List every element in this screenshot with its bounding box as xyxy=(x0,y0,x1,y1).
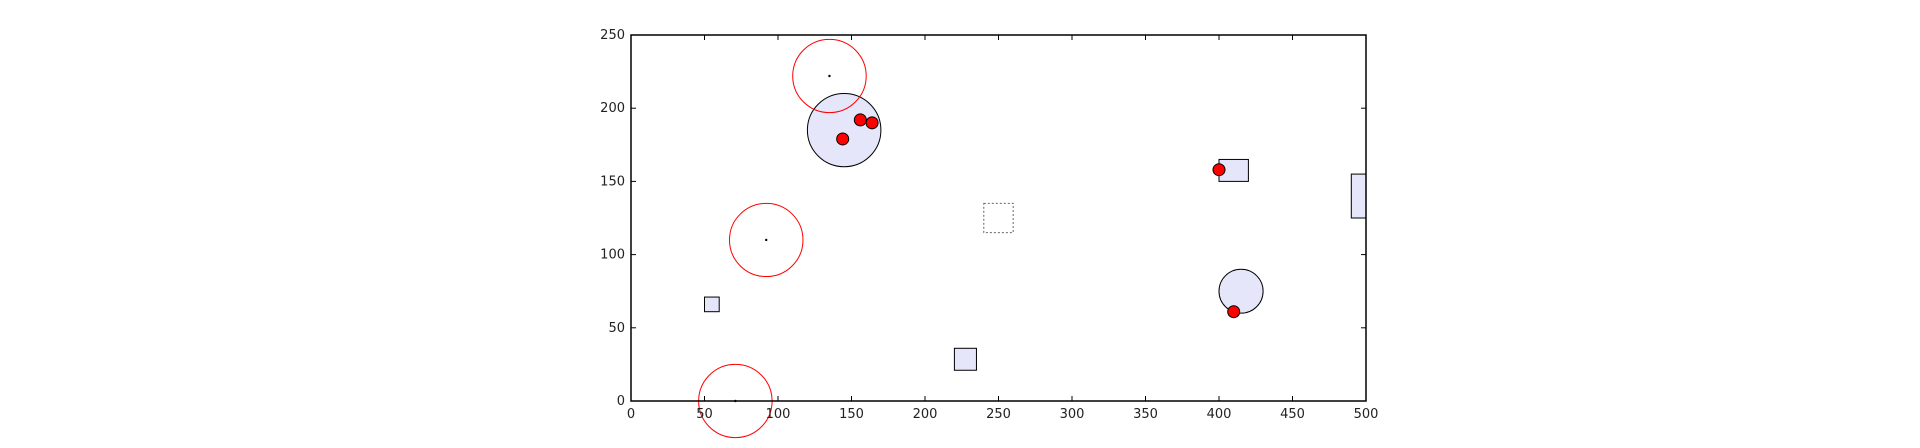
x-tick-label: 450 xyxy=(1280,407,1305,422)
x-tick-label: 500 xyxy=(1354,407,1379,422)
x-tick-label: 250 xyxy=(986,407,1011,422)
obstacle-rect xyxy=(704,296,720,313)
obstacle-circle xyxy=(1218,268,1264,314)
y-tick-label: 0 xyxy=(617,394,625,409)
x-tick-label: 150 xyxy=(839,407,864,422)
ring-center-point xyxy=(828,74,831,78)
obstacle-circle xyxy=(806,93,882,168)
data-point xyxy=(1212,163,1226,177)
tick-labels-layer: 0 50 100 150 200 250 300 350 400 450 500 0 50 100 150 2… xyxy=(600,28,1378,422)
x-tick-label: 350 xyxy=(1133,407,1158,422)
x-tick-label: 400 xyxy=(1207,407,1232,422)
y-tick-label: 250 xyxy=(600,28,625,43)
x-tick-label: 300 xyxy=(1060,407,1085,422)
data-point xyxy=(1227,305,1241,319)
sensor-ring xyxy=(792,38,867,114)
y-tick-label: 200 xyxy=(600,101,625,116)
y-tick-label: 100 xyxy=(600,248,625,263)
target-region xyxy=(983,202,1014,234)
shapes-layer xyxy=(698,38,1367,439)
axes-frame xyxy=(630,34,1367,402)
ring-center-point xyxy=(765,238,768,242)
sensor-ring xyxy=(728,202,804,278)
ticks-layer xyxy=(630,34,1367,402)
y-tick-label: 50 xyxy=(608,321,625,336)
data-point xyxy=(865,116,879,130)
x-tick-label: 0 xyxy=(627,407,635,422)
obstacle-rect xyxy=(953,347,977,371)
y-tick-label: 150 xyxy=(600,174,625,189)
x-tick-label: 200 xyxy=(913,407,938,422)
data-point xyxy=(853,113,867,127)
obstacle-rect xyxy=(1350,173,1367,219)
x-tick-label: 50 xyxy=(696,407,713,422)
data-point xyxy=(836,132,850,146)
x-tick-label: 100 xyxy=(766,407,791,422)
points-layer xyxy=(734,74,1241,403)
